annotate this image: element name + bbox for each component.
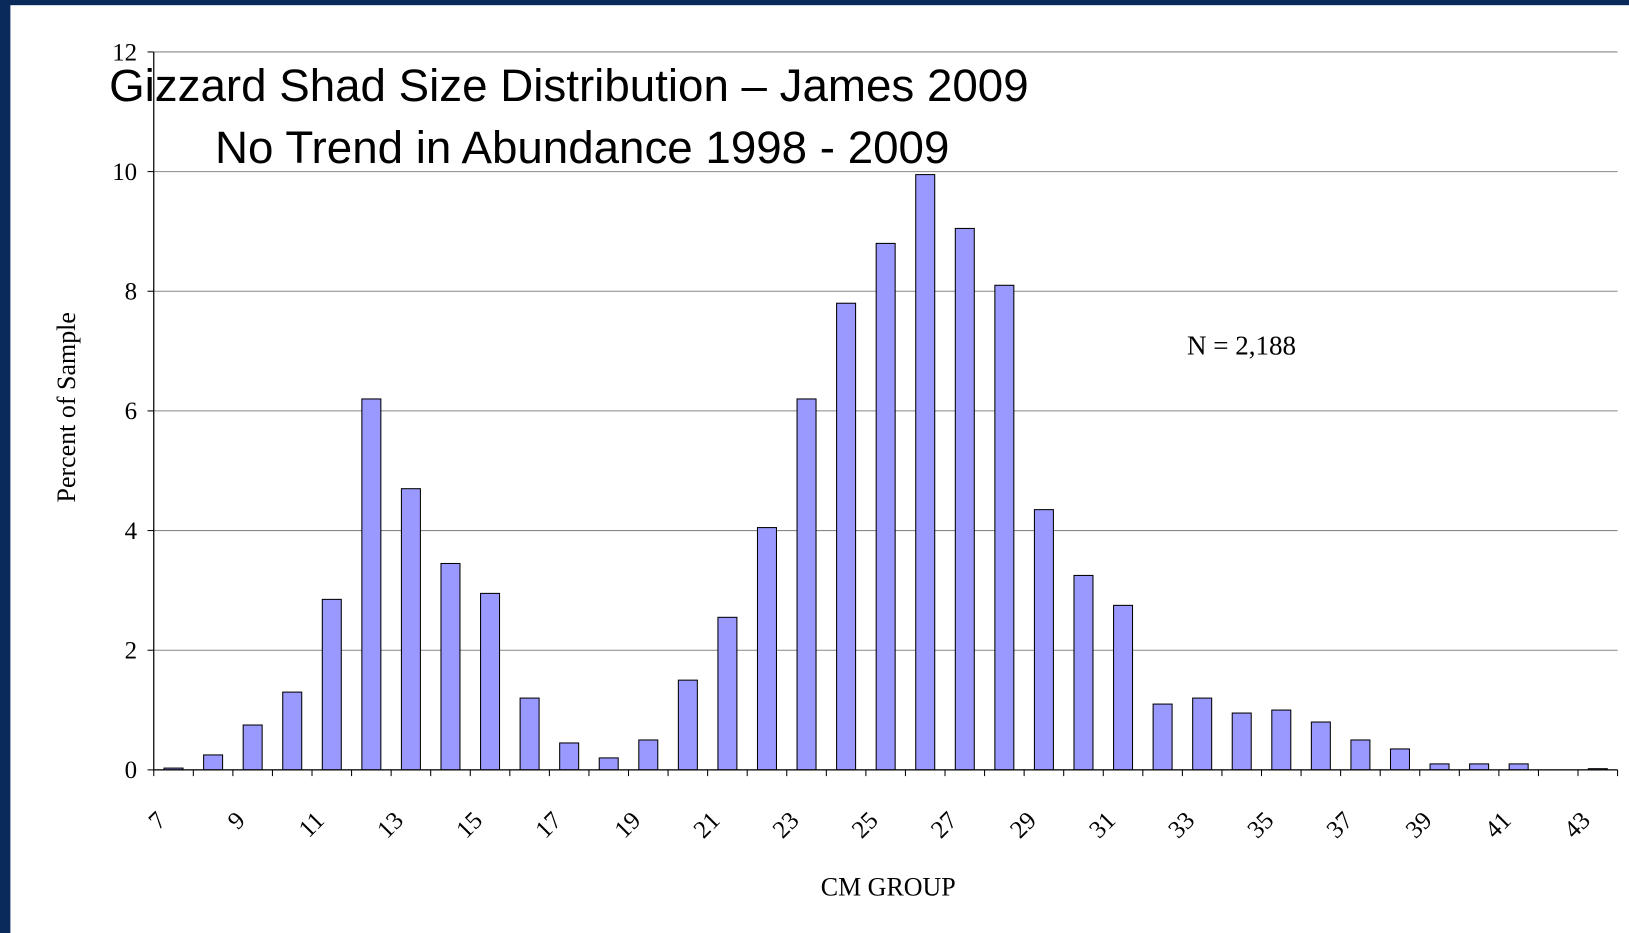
bars	[163, 174, 1608, 771]
bar	[1152, 703, 1173, 771]
x-axis-title: CM GROUP	[821, 873, 956, 902]
bar	[440, 562, 461, 771]
bar	[677, 679, 698, 771]
y-tick-label: 12	[112, 39, 137, 66]
bar	[1033, 509, 1054, 771]
y-tick-label: 2	[125, 638, 137, 665]
annotation: N = 2,188	[1187, 330, 1296, 360]
bar	[242, 724, 263, 771]
bar	[598, 757, 619, 771]
y-tick-label: 0	[125, 757, 137, 784]
bar	[1310, 721, 1331, 771]
bar	[875, 242, 896, 771]
bar	[361, 398, 382, 771]
bar	[321, 598, 342, 771]
bar	[282, 691, 303, 771]
bar	[1508, 763, 1529, 771]
bar	[954, 227, 975, 771]
bar	[519, 697, 540, 771]
y-tick-label: 6	[125, 398, 137, 425]
bar	[638, 739, 659, 771]
bar	[480, 592, 501, 771]
bar	[1429, 763, 1450, 771]
y-tick-label: 8	[125, 279, 137, 306]
y-axis-title: Percent of Sample	[52, 312, 81, 502]
bar	[1350, 739, 1371, 771]
bar	[915, 174, 936, 771]
bar	[1469, 763, 1490, 771]
bar	[203, 754, 224, 771]
bar	[1271, 709, 1292, 771]
bar	[717, 616, 738, 771]
chart-subtitle: No Trend in Abundance 1998 - 2009	[215, 122, 949, 173]
bar	[1192, 697, 1213, 771]
bar	[1073, 574, 1094, 771]
chart-title: Gizzard Shad Size Distribution – James 2…	[109, 60, 1029, 111]
y-tick-label: 4	[125, 518, 138, 545]
bar	[836, 302, 857, 771]
bar	[994, 284, 1015, 771]
bar	[400, 488, 421, 771]
bar	[796, 398, 817, 771]
bar	[1231, 712, 1252, 771]
bar	[559, 742, 580, 771]
bar	[1113, 604, 1134, 771]
bar	[756, 527, 777, 771]
slide-background	[10, 5, 1629, 933]
y-tick-label: 10	[112, 159, 137, 186]
bar	[1389, 748, 1410, 771]
